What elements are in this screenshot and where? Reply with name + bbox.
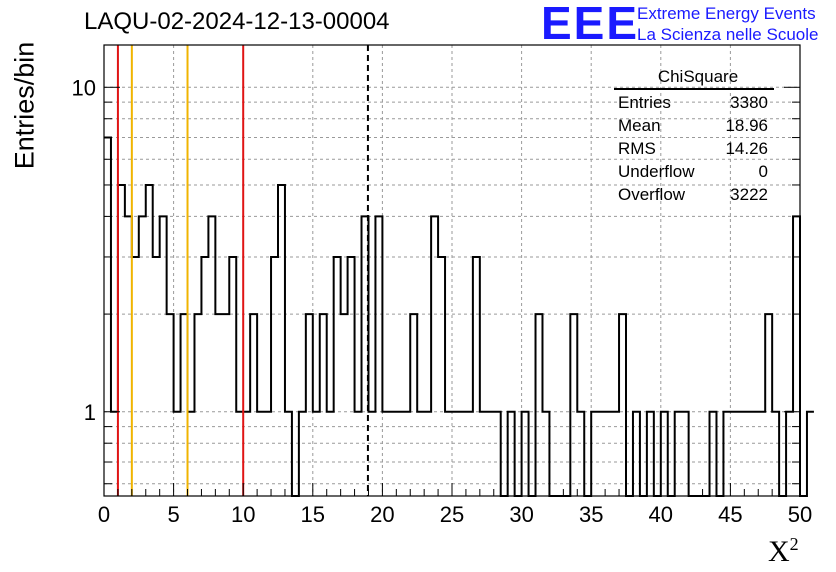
eee-logo: EEE — [541, 0, 640, 49]
stats-value: 3222 — [730, 185, 768, 204]
y-tick-label: 1 — [84, 400, 96, 425]
x-axis-label-sup: 2 — [789, 534, 799, 554]
stats-value: 3380 — [730, 93, 768, 112]
stats-row: Overflow 3222 — [614, 183, 774, 206]
stats-box: ChiSquare Entries 3380 Mean 18.96 RMS 14.26 Un… — [614, 66, 774, 206]
chart-title: LAQU-02-2024-12-13-00004 — [84, 8, 390, 35]
x-tick-label: 50 — [788, 502, 812, 527]
y-tick-label: 10 — [72, 75, 96, 100]
x-tick-label: 20 — [370, 502, 394, 527]
stats-row: Entries 3380 — [614, 91, 774, 114]
histogram-line — [104, 136, 814, 497]
stats-value: 0 — [758, 162, 768, 181]
stats-value: 18.96 — [725, 116, 768, 135]
x-tick-label: 30 — [509, 502, 533, 527]
stats-label: RMS — [618, 139, 656, 158]
logo-line-1: Extreme Energy Events — [637, 4, 816, 23]
logo-line-2: La Scienza nelle Scuole — [637, 25, 819, 44]
stats-row: Underflow 0 — [614, 160, 774, 183]
stats-name: ChiSquare — [657, 67, 739, 86]
stats-label: Mean — [618, 116, 661, 135]
stats-label: Entries — [618, 93, 671, 112]
stats-row: RMS 14.26 — [614, 137, 774, 160]
stats-rule — [614, 88, 774, 90]
x-tick-label: 5 — [167, 502, 179, 527]
x-tick-label: 40 — [649, 502, 673, 527]
x-tick-label: 0 — [98, 502, 110, 527]
x-tick-label: 15 — [301, 502, 325, 527]
stats-rows: Entries 3380 Mean 18.96 RMS 14.26 Underflow 0 Ov… — [614, 91, 774, 206]
x-axis-label: X2 — [768, 534, 799, 569]
stats-label: Underflow — [618, 162, 695, 181]
x-tick-label: 45 — [718, 502, 742, 527]
stats-row: Mean 18.96 — [614, 114, 774, 137]
stats-value: 14.26 — [725, 139, 768, 158]
x-tick-label: 35 — [579, 502, 603, 527]
stats-label: Overflow — [618, 185, 686, 204]
x-tick-label: 10 — [231, 502, 255, 527]
x-axis-label-base: X — [768, 535, 790, 568]
x-tick-label: 25 — [440, 502, 464, 527]
